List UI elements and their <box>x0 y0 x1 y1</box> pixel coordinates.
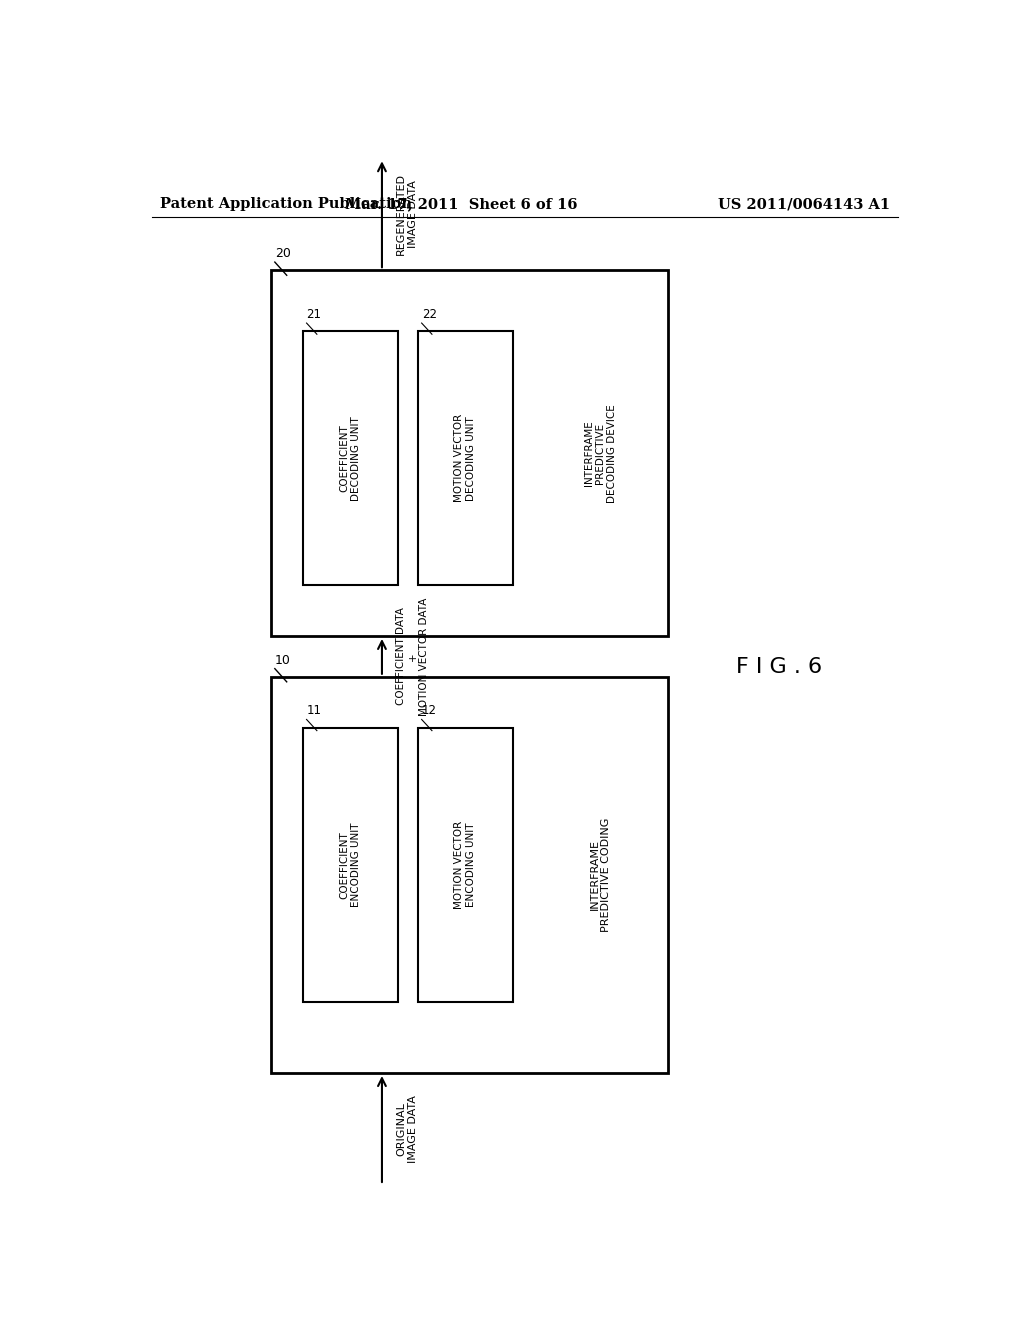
Text: COEFFICIENT DATA
+
MOTION VECTOR DATA: COEFFICIENT DATA + MOTION VECTOR DATA <box>396 597 429 715</box>
Text: REGENERATED
IMAGE DATA: REGENERATED IMAGE DATA <box>396 173 418 255</box>
Text: 22: 22 <box>422 308 436 321</box>
Text: F I G . 6: F I G . 6 <box>735 656 822 677</box>
Text: COEFFICIENT
DECODING UNIT: COEFFICIENT DECODING UNIT <box>339 416 361 500</box>
Text: 21: 21 <box>306 308 322 321</box>
Text: 10: 10 <box>274 653 291 667</box>
Bar <box>303 331 397 585</box>
Text: ORIGINAL
IMAGE DATA: ORIGINAL IMAGE DATA <box>396 1096 418 1163</box>
Text: Mar. 17, 2011  Sheet 6 of 16: Mar. 17, 2011 Sheet 6 of 16 <box>345 197 578 211</box>
Text: Patent Application Publication: Patent Application Publication <box>160 197 412 211</box>
Text: MOTION VECTOR
DECODING UNIT: MOTION VECTOR DECODING UNIT <box>455 414 476 503</box>
Bar <box>270 677 668 1073</box>
Bar <box>303 727 397 1002</box>
Text: COEFFICIENT
ENCODING UNIT: COEFFICIENT ENCODING UNIT <box>339 822 361 907</box>
Text: INTERFRAME
PREDICTIVE
DECODING DEVICE: INTERFRAME PREDICTIVE DECODING DEVICE <box>584 404 616 503</box>
Bar <box>270 271 668 636</box>
Text: 20: 20 <box>274 247 291 260</box>
Text: MOTION VECTOR
ENCODING UNIT: MOTION VECTOR ENCODING UNIT <box>455 821 476 909</box>
Text: 12: 12 <box>422 705 436 718</box>
Text: US 2011/0064143 A1: US 2011/0064143 A1 <box>718 197 890 211</box>
Text: 11: 11 <box>306 705 322 718</box>
Bar <box>418 727 513 1002</box>
Text: INTERFRAME
PREDICTIVE CODING: INTERFRAME PREDICTIVE CODING <box>590 818 611 932</box>
Bar <box>418 331 513 585</box>
